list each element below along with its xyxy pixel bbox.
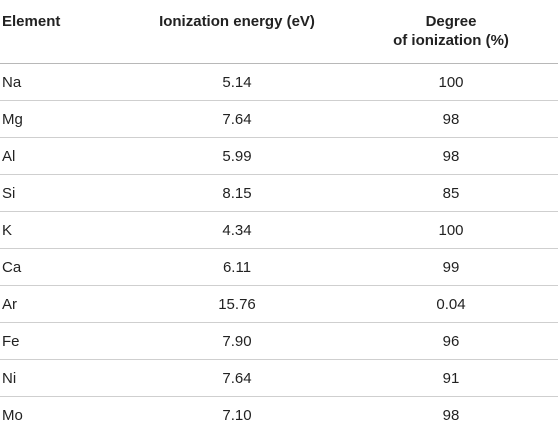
cell-degree-of-ionization: 98 bbox=[344, 100, 558, 138]
header-ionization-energy: Ionization energy (eV) bbox=[130, 0, 344, 64]
cell-ionization-energy: 4.34 bbox=[130, 211, 344, 249]
table-row: Ni 7.64 91 bbox=[0, 359, 558, 397]
header-row: Element Ionization energy (eV) Degree of… bbox=[0, 0, 558, 64]
cell-degree-of-ionization: 100 bbox=[344, 63, 558, 101]
cell-element: K bbox=[0, 211, 130, 249]
table-row: Si 8.15 85 bbox=[0, 174, 558, 212]
cell-ionization-energy: 7.10 bbox=[222, 406, 252, 424]
table-row: Fe 7.90 96 bbox=[0, 322, 558, 360]
table-body: Na 5.14 100 Mg 7.64 98 Al 5.99 98 Si 8.1… bbox=[0, 63, 558, 434]
table-row: Ca 6.11 99 bbox=[0, 248, 558, 286]
header-degree-of-ionization: Degree of ionization (%) bbox=[344, 0, 558, 64]
cell-element: Ca bbox=[0, 248, 130, 286]
cell-element: Ar bbox=[0, 285, 130, 323]
table-row: Mo 7.10 98 bbox=[0, 397, 558, 434]
cell-element: Na bbox=[0, 63, 130, 101]
cell-degree-of-ionization: 100 bbox=[344, 211, 558, 249]
cell-ionization-energy: 7.64 bbox=[130, 359, 344, 397]
cell-ionization-energy: 5.14 bbox=[130, 63, 344, 101]
table-row: Ar 15.76 0.04 bbox=[0, 285, 558, 323]
cell-ionization-energy: 5.99 bbox=[130, 137, 344, 175]
cell-element: Al bbox=[0, 137, 130, 175]
cell-ionization-energy: 8.15 bbox=[130, 174, 344, 212]
table-row: Na 5.14 100 bbox=[0, 63, 558, 101]
cell-element: Fe bbox=[0, 322, 130, 360]
cell-ionization-energy: 15.76 bbox=[130, 285, 344, 323]
cell-element: Ni bbox=[0, 359, 130, 397]
cell-degree-of-ionization: 99 bbox=[344, 248, 558, 286]
cell-ionization-energy: 7.64 bbox=[130, 100, 344, 138]
cell-ionization-energy: 6.11 bbox=[130, 248, 344, 286]
cell-element: Mg bbox=[0, 100, 130, 138]
table-header: Element Ionization energy (eV) Degree of… bbox=[0, 0, 558, 64]
cell-degree-of-ionization: 0.04 bbox=[344, 285, 558, 323]
header-degree-line2: of ionization (%) bbox=[393, 32, 509, 49]
table-row: K 4.34 100 bbox=[0, 211, 558, 249]
table-row: Mg 7.64 98 bbox=[0, 100, 558, 138]
cell-degree-of-ionization: 98 bbox=[344, 137, 558, 175]
cell-element: Mo bbox=[2, 406, 23, 424]
cell-degree-of-ionization: 96 bbox=[344, 322, 558, 360]
cell-degree-of-ionization: 98 bbox=[442, 406, 460, 424]
cell-ionization-energy: 7.90 bbox=[130, 322, 344, 360]
cell-degree-of-ionization: 91 bbox=[344, 359, 558, 397]
cell-degree-of-ionization: 85 bbox=[344, 174, 558, 212]
cell-element: Si bbox=[0, 174, 130, 212]
header-degree-line1: Degree bbox=[425, 13, 477, 30]
table-row: Al 5.99 98 bbox=[0, 137, 558, 175]
header-element: Element bbox=[0, 0, 130, 64]
